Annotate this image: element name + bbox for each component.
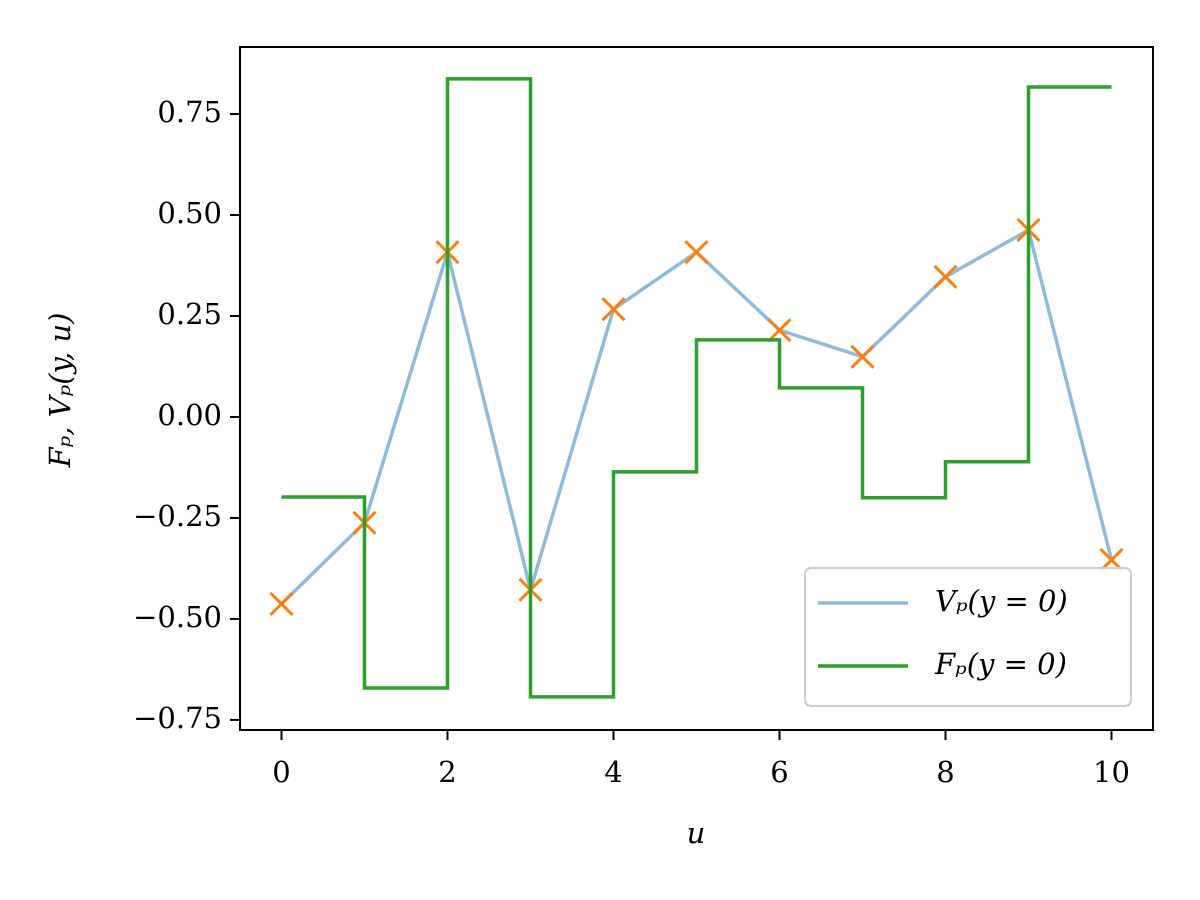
y-tick-label: 0.75 (157, 95, 222, 129)
x-axis-label: u (687, 816, 706, 850)
y-tick-label: −0.75 (133, 701, 222, 735)
x-tick-label: 6 (770, 755, 788, 789)
y-tick-label: −0.25 (133, 499, 222, 533)
x-tick-label: 0 (272, 755, 290, 789)
y-tick-label: 0.25 (157, 297, 222, 331)
marker (601, 297, 626, 322)
y-axis-label: Fₚ, Vₚ(y, u) (43, 313, 77, 469)
y-tick-label: 0.00 (157, 398, 222, 432)
legend-label: Vₚ(y = 0) (935, 584, 1068, 618)
marker (850, 344, 875, 369)
y-tick-label: −0.50 (133, 600, 222, 634)
legend-label: Fₚ(y = 0) (934, 647, 1067, 681)
x-tick-label: 8 (936, 755, 954, 789)
x-tick-label: 10 (1093, 755, 1130, 789)
marker (684, 240, 709, 265)
marker (767, 318, 792, 343)
x-tick-label: 4 (604, 755, 622, 789)
plot-frame (239, 46, 1154, 731)
y-tick-label: 0.50 (157, 196, 222, 230)
marker (269, 591, 294, 617)
marker (933, 264, 958, 289)
x-tick-label: 2 (438, 755, 456, 789)
series-line (281, 77, 1112, 699)
